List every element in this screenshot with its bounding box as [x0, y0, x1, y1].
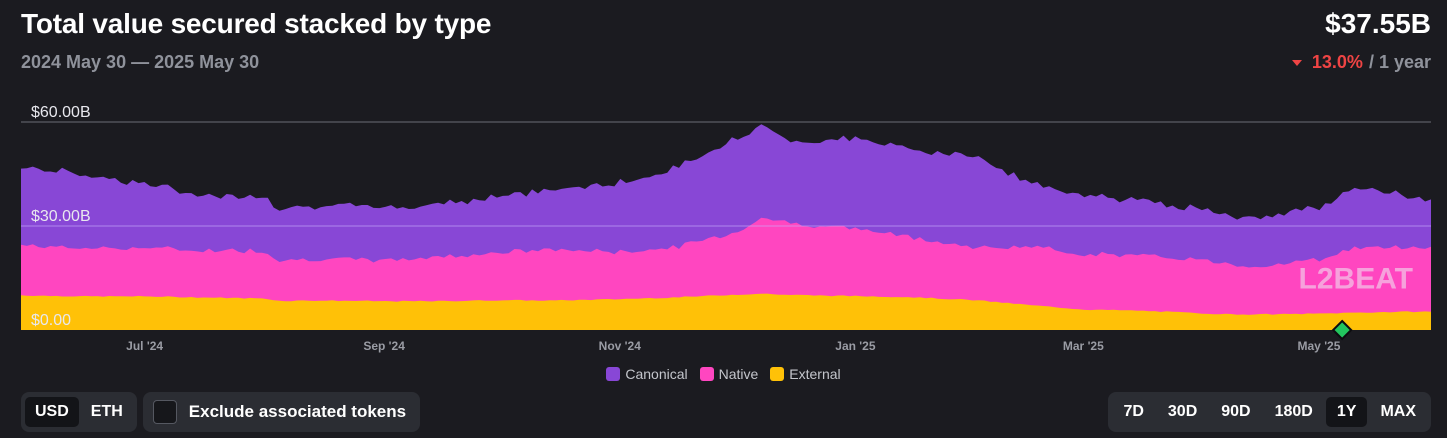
change-percent: 13.0% [1311, 52, 1363, 72]
y-tick-label: $0.00 [31, 312, 71, 329]
x-tick-label: Jan '25 [835, 339, 876, 353]
value-change: 13.0% / 1 year [1291, 52, 1431, 73]
range-180d-button[interactable]: 180D [1274, 403, 1313, 420]
exclude-tokens-toggle[interactable]: Exclude associated tokens [142, 392, 421, 432]
range-max-button[interactable]: MAX [1380, 403, 1416, 420]
exclude-tokens-label: Exclude associated tokens [188, 402, 407, 421]
legend-label: Native [718, 366, 759, 382]
x-tick-label: Sep '24 [363, 339, 405, 353]
unit-toggle: USD ETH [21, 392, 137, 432]
range-7d-button[interactable]: 7D [1123, 403, 1144, 420]
stacked-area-chart[interactable]: $0.00 $30.00B $60.00B Jul '24 Sep '24 Nov '24… [0, 95, 1447, 360]
legend-swatch [770, 367, 785, 381]
legend-item-native[interactable]: Native [699, 366, 759, 382]
y-tick-label: $30.00B [31, 208, 91, 225]
y-tick-label: $60.00B [31, 104, 91, 121]
total-value: $37.55B [1325, 8, 1431, 39]
exclude-tokens-checkbox[interactable] [152, 400, 177, 424]
legend-item-canonical[interactable]: Canonical [606, 366, 688, 382]
legend-swatch [699, 367, 714, 381]
legend-item-external[interactable]: External [770, 366, 841, 382]
chart-controls-left: USD ETH Exclude associated tokens [21, 392, 421, 432]
chart-legend: Canonical Native External [0, 366, 1447, 382]
x-tick-label: Mar '25 [1063, 339, 1104, 353]
legend-label: Canonical [625, 366, 688, 382]
x-tick-label: Nov '24 [599, 339, 642, 353]
date-range: 2024 May 30 — 2025 May 30 [21, 52, 260, 72]
range-30d-button[interactable]: 30D [1167, 403, 1198, 420]
unit-eth-button[interactable]: ETH [90, 403, 123, 420]
range-1y-button[interactable]: 1Y [1325, 397, 1368, 427]
time-range-toggle: 7D 30D 90D 180D 1Y MAX [1108, 392, 1431, 432]
legend-label: External [789, 366, 841, 382]
caret-down-icon [1291, 59, 1302, 66]
highlight-diamond-marker [1331, 319, 1353, 341]
change-period: / 1 year [1368, 52, 1431, 72]
x-tick-label: May '25 [1298, 339, 1341, 353]
x-tick-label: Jul '24 [126, 339, 163, 353]
unit-usd-button[interactable]: USD [25, 397, 79, 427]
chart-title: Total value secured stacked by type [21, 8, 492, 39]
area-external [21, 293, 1431, 330]
l2beat-watermark: L2BEAT [1299, 262, 1413, 295]
legend-swatch [606, 367, 621, 381]
range-90d-button[interactable]: 90D [1221, 403, 1251, 420]
